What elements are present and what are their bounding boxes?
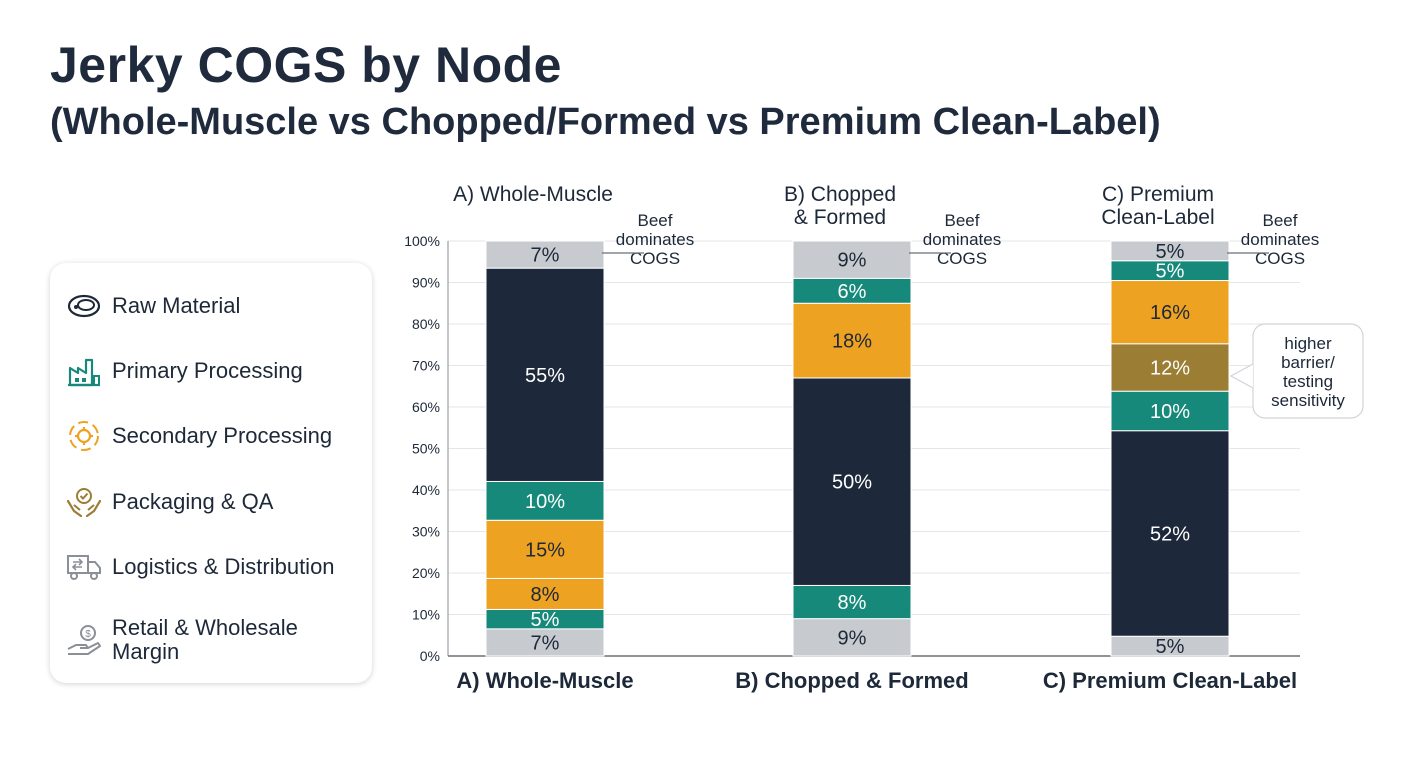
y-tick-label: 90% — [412, 275, 440, 291]
callout-text: testing — [1283, 372, 1333, 391]
bar-segment — [485, 519, 605, 579]
column-bottom-label: B) Chopped & Formed — [735, 668, 968, 693]
bar-segment — [1110, 390, 1230, 432]
bar-segment — [485, 267, 605, 482]
bar-segment — [485, 628, 605, 657]
segment-label: 10% — [1150, 401, 1190, 423]
column-bottom-label: C) Premium Clean-Label — [1043, 668, 1297, 693]
legend-item-packaging-qa: Packaging & QA — [66, 477, 273, 527]
bar-segment — [1110, 240, 1230, 262]
beef-annotation: Beef — [945, 211, 980, 230]
chart-title: Jerky COGS by Node — [50, 37, 562, 93]
factory-icon — [66, 353, 102, 389]
segment-label: 15% — [525, 539, 565, 561]
segment-label: 55% — [525, 365, 565, 387]
beef-annotation: Beef — [638, 211, 673, 230]
segment-label: 7% — [531, 632, 560, 654]
segment-label: 6% — [838, 281, 867, 303]
hand-coin-icon: $ — [66, 622, 102, 658]
callout-text: higher — [1284, 334, 1332, 353]
legend-item-logistics: Logistics & Distribution — [66, 542, 335, 592]
legend-item-raw-material: Raw Material — [66, 281, 240, 331]
y-tick-label: 10% — [412, 607, 440, 623]
beef-annotation: dominates — [923, 230, 1001, 249]
bar-segment — [1110, 430, 1230, 637]
beef-annotation: COGS — [1255, 249, 1305, 268]
segment-label: 5% — [1156, 261, 1185, 283]
steak-icon — [66, 288, 102, 324]
legend-item-secondary-processing: Secondary Processing — [66, 411, 332, 461]
callout-text: sensitivity — [1271, 391, 1345, 410]
legend-item-retail-margin: $ Retail & Wholesale Margin — [66, 613, 342, 667]
segment-label: 9% — [838, 627, 867, 649]
y-tick-label: 60% — [412, 399, 440, 415]
hands-check-icon — [66, 484, 102, 520]
segment-label: 7% — [531, 245, 560, 267]
legend-item-primary-processing: Primary Processing — [66, 346, 303, 396]
legend-label: Logistics & Distribution — [112, 554, 335, 579]
y-tick-label: 70% — [412, 358, 440, 374]
legend-label: Primary Processing — [112, 358, 303, 383]
segment-label: 5% — [1156, 241, 1185, 263]
callout-text: barrier/ — [1281, 353, 1335, 372]
column-top-label: C) Premium — [1102, 183, 1214, 206]
y-tick-label: 80% — [412, 316, 440, 332]
column-bottom-label: A) Whole-Muscle — [456, 668, 633, 693]
beef-annotation: Beef — [1263, 211, 1298, 230]
segment-label: 9% — [838, 250, 867, 272]
gear-cycle-icon — [66, 418, 102, 454]
y-tick-label: 40% — [412, 482, 440, 498]
legend-label: Retail & Wholesale Margin — [112, 615, 298, 664]
column-top-label: B) Chopped — [784, 183, 896, 206]
callout-pointer — [1229, 363, 1254, 389]
segment-label: 50% — [832, 472, 872, 494]
beef-annotation: COGS — [630, 249, 680, 268]
y-tick-label: 100% — [404, 233, 440, 249]
y-tick-label: 20% — [412, 565, 440, 581]
legend-label: Secondary Processing — [112, 423, 333, 448]
svg-text:$: $ — [85, 629, 91, 640]
column-top-label: & Formed — [794, 206, 886, 229]
truck-icon — [66, 549, 102, 585]
y-tick-label: 50% — [412, 441, 440, 457]
beef-annotation: dominates — [616, 230, 694, 249]
bar-segment — [792, 377, 912, 586]
bar-segment — [1110, 280, 1230, 345]
bar-segment — [792, 618, 912, 657]
segment-label: 5% — [1156, 636, 1185, 658]
legend-panel: Raw Material Primary Processing Secondar… — [50, 263, 372, 683]
bar-segment — [792, 302, 912, 379]
segment-label: 8% — [531, 584, 560, 606]
bar-segment — [792, 277, 912, 304]
column-top-label: Clean-Label — [1101, 206, 1214, 229]
segment-label: 10% — [525, 491, 565, 513]
chart-subtitle: (Whole-Muscle vs Chopped/Formed vs Premi… — [50, 101, 1161, 143]
bar-segment — [485, 480, 605, 521]
column-top-label: A) Whole-Muscle — [453, 183, 613, 206]
bar-segment — [485, 577, 605, 610]
bar-segment — [1110, 343, 1230, 392]
y-tick-label: 30% — [412, 524, 440, 540]
segment-label: 5% — [531, 609, 560, 631]
beef-annotation: COGS — [937, 249, 987, 268]
bar-segment — [792, 240, 912, 279]
segment-label: 18% — [832, 331, 872, 353]
segment-label: 12% — [1150, 357, 1190, 379]
legend-label: Raw Material — [112, 293, 241, 318]
legend-label: Packaging & QA — [112, 489, 274, 514]
bar-segment — [792, 584, 912, 620]
bar-segment — [485, 240, 605, 269]
y-tick-label: 0% — [420, 648, 440, 664]
segment-label: 8% — [838, 592, 867, 614]
beef-annotation: dominates — [1241, 230, 1319, 249]
segment-label: 16% — [1150, 302, 1190, 324]
segment-label: 52% — [1150, 523, 1190, 545]
